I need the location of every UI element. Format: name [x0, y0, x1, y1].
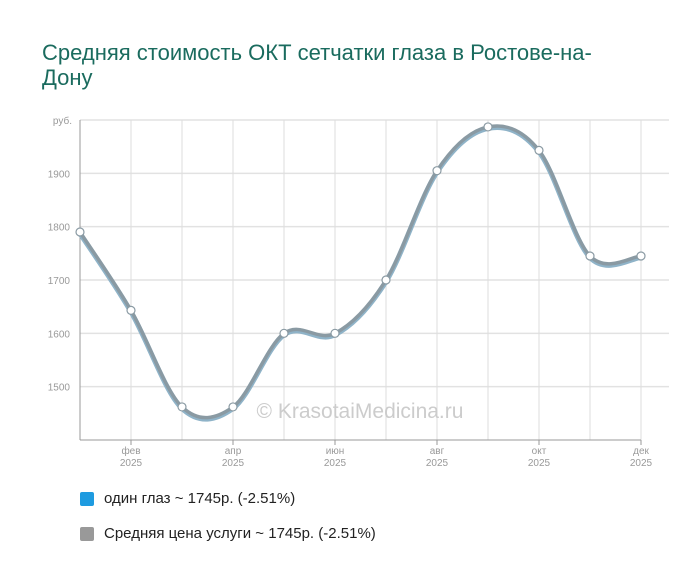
data-point: [483, 122, 493, 132]
legend-label: один глаз ~ 1745р. (-2.51%): [104, 490, 296, 507]
data-point: [585, 251, 595, 261]
data-point: [177, 402, 187, 412]
x-tick-year: 2025: [630, 458, 653, 469]
data-point: [279, 328, 289, 338]
legend-item-one-eye[interactable]: один глаз ~ 1745р. (-2.51%): [80, 490, 295, 507]
legend-label: Средняя цена услуги ~ 1745р. (-2.51%): [104, 525, 376, 542]
y-tick-label: 1900: [48, 169, 71, 180]
data-point: [534, 145, 544, 155]
series-line-one-eye: [77, 125, 642, 422]
data-point: [636, 251, 646, 261]
x-tick-month: июн: [326, 446, 345, 457]
y-tick-label: 1500: [48, 383, 71, 394]
x-tick-month: авг: [430, 446, 445, 457]
x-tick-year: 2025: [222, 458, 245, 469]
data-point: [381, 275, 391, 285]
x-tick-month: дек: [633, 446, 649, 457]
y-tick-label: 1700: [48, 276, 71, 287]
legend-item-average[interactable]: Средняя цена услуги ~ 1745р. (-2.51%): [80, 525, 376, 542]
x-tick-year: 2025: [120, 458, 143, 469]
x-tick-year: 2025: [324, 458, 347, 469]
x-tick-month: окт: [532, 446, 547, 457]
data-point: [126, 305, 136, 315]
x-tick-year: 2025: [426, 458, 449, 469]
data-point: [75, 227, 85, 237]
y-axis-unit: руб.: [53, 115, 72, 127]
x-tick-month: апр: [225, 446, 242, 457]
data-point: [432, 166, 442, 176]
x-tick-month: фев: [121, 445, 140, 457]
chart-title: Средняя стоимость ОКТ сетчатки глаза в Р…: [42, 40, 592, 90]
watermark: © KrasotaiMedicina.ru: [257, 400, 464, 423]
legend-swatch: [80, 526, 94, 541]
y-tick-label: 1600: [48, 329, 71, 340]
x-tick-year: 2025: [528, 458, 551, 469]
data-point: [228, 402, 238, 412]
series-line-average: [78, 124, 642, 420]
legend-swatch: [80, 491, 94, 506]
y-tick-label: 1800: [48, 223, 71, 234]
data-point: [330, 328, 340, 338]
